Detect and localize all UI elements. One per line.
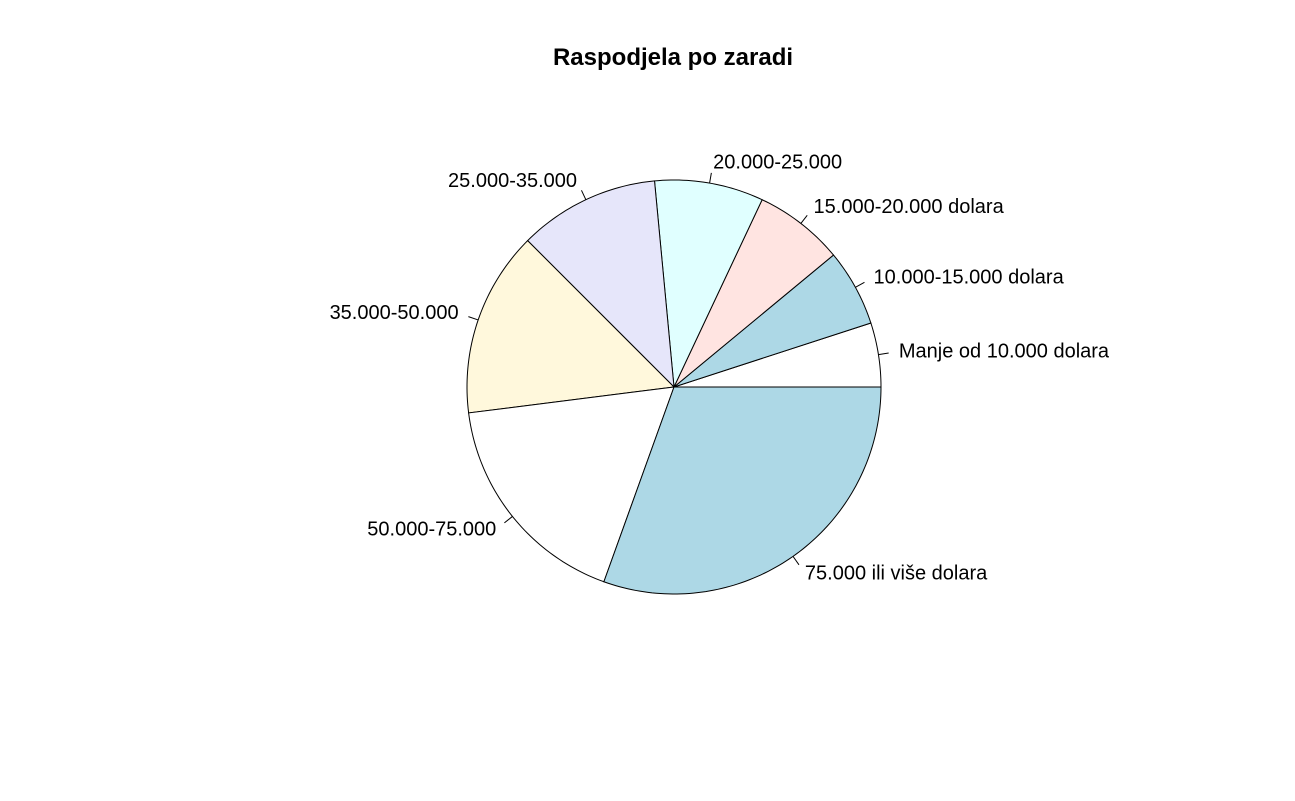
pie-slice bbox=[673, 254, 872, 388]
slice-label: 25.000-35.000 bbox=[448, 170, 577, 192]
pie-slices bbox=[466, 179, 882, 595]
pie-labels: Manje od 10.000 dolara 10.000-15.000 dola… bbox=[330, 152, 1110, 585]
label-leader-line bbox=[855, 281, 865, 288]
label-leader-line bbox=[581, 190, 587, 200]
slice-label: 10.000-15.000 dolara bbox=[874, 266, 1065, 288]
pie-slice bbox=[526, 180, 675, 389]
slice-label: 20.000-25.000 bbox=[713, 152, 842, 174]
label-leader-line bbox=[468, 316, 479, 321]
pie-slice bbox=[468, 386, 675, 583]
label-leader-line bbox=[792, 556, 800, 566]
slice-label: Manje od 10.000 dolara bbox=[899, 340, 1110, 362]
label-leader-line bbox=[504, 516, 513, 524]
label-leader-line bbox=[709, 172, 712, 184]
label-leader-line bbox=[800, 214, 808, 224]
slice-label: 50.000-75.000 bbox=[367, 518, 496, 540]
slice-label: 35.000-50.000 bbox=[330, 302, 459, 324]
chart-title: Raspodjela po zaradi bbox=[553, 44, 793, 71]
pie-slice bbox=[653, 179, 763, 389]
slice-label: 75.000 ili više dolara bbox=[805, 562, 988, 584]
slice-label: 15.000-20.000 dolara bbox=[814, 196, 1005, 218]
label-leader-line bbox=[878, 352, 889, 356]
